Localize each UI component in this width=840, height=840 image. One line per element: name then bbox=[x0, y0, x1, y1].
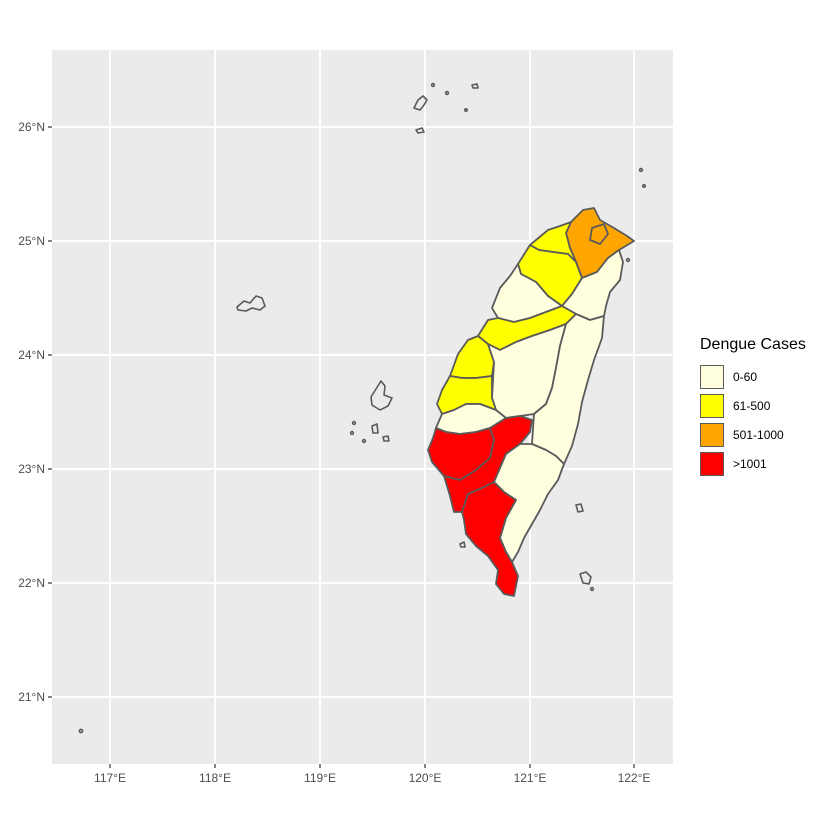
islet bbox=[78, 728, 84, 734]
y-tick-label: 21°N bbox=[18, 690, 45, 704]
matsu-island-small bbox=[415, 127, 425, 134]
legend-item: 501-1000 bbox=[700, 420, 806, 449]
legend-label: 0-60 bbox=[733, 369, 758, 384]
x-tick-label: 119°E bbox=[304, 771, 336, 785]
outlying-islands bbox=[78, 82, 646, 734]
y-tick-label: 23°N bbox=[18, 462, 45, 476]
islet bbox=[589, 586, 595, 592]
x-tick-label: 120°E bbox=[409, 771, 442, 785]
matsu-island bbox=[413, 95, 428, 111]
islet bbox=[382, 435, 390, 442]
x-tick-label: 117°E bbox=[94, 771, 126, 785]
legend-label: >1001 bbox=[733, 456, 767, 471]
islet bbox=[463, 108, 468, 113]
orchid-island bbox=[579, 571, 592, 585]
penghu-island bbox=[370, 380, 393, 411]
y-tick-label: 25°N bbox=[18, 234, 45, 248]
islet bbox=[625, 257, 631, 263]
islet bbox=[638, 167, 644, 173]
islet bbox=[444, 90, 450, 96]
y-tick-label: 26°N bbox=[18, 120, 45, 134]
legend-key-501-1000 bbox=[700, 422, 724, 447]
kinmen-island bbox=[236, 295, 266, 312]
legend-key-0-60 bbox=[700, 364, 724, 389]
green-island bbox=[575, 503, 584, 513]
legend-title: Dengue Cases bbox=[700, 336, 806, 353]
county-taipei bbox=[589, 223, 609, 245]
legend-key-61-500 bbox=[700, 393, 724, 418]
y-tick-label: 24°N bbox=[18, 348, 45, 362]
penghu-island-small bbox=[371, 423, 379, 434]
islet bbox=[361, 438, 367, 444]
legend-item: 0-60 bbox=[700, 362, 806, 391]
x-tick-label: 118°E bbox=[199, 771, 231, 785]
legend-item: >1001 bbox=[700, 449, 806, 478]
county-hualien bbox=[531, 313, 605, 465]
liuqiu-island bbox=[459, 541, 466, 548]
legend-label: 61-500 bbox=[733, 398, 771, 413]
islet bbox=[641, 184, 646, 189]
legend-label: 501-1000 bbox=[733, 427, 784, 442]
axis-ticks bbox=[48, 126, 635, 768]
legend-key-over-1001 bbox=[700, 451, 724, 476]
x-tick-label: 122°E bbox=[618, 771, 651, 785]
taiwan-counties bbox=[427, 207, 635, 597]
county-pingtung bbox=[461, 481, 519, 597]
x-tick-label: 121°E bbox=[514, 771, 547, 785]
islet bbox=[471, 83, 479, 89]
islet bbox=[430, 82, 436, 88]
islet bbox=[351, 420, 357, 426]
x-axis-labels: 117°E 118°E 119°E 120°E 121°E 122°E bbox=[94, 771, 650, 785]
legend: Dengue Cases 0-60 61-500 501-1000 >1001 bbox=[700, 336, 806, 478]
islet bbox=[349, 430, 355, 436]
y-axis-labels: 21°N 22°N 23°N 24°N 25°N 26°N bbox=[18, 120, 45, 704]
legend-item: 61-500 bbox=[700, 391, 806, 420]
y-tick-label: 22°N bbox=[18, 576, 45, 590]
